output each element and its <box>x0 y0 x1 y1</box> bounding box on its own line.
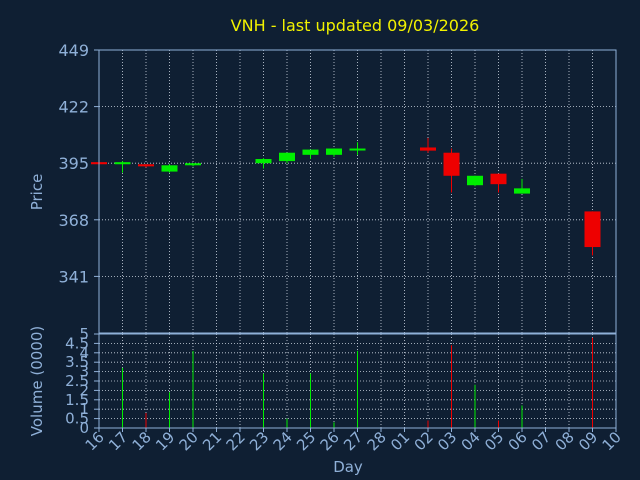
volume-axis-label: Volume (0000) <box>28 326 46 436</box>
volume-tick-label: 2.5 <box>65 372 89 390</box>
x-tick-label: 02 <box>411 428 437 454</box>
price-y-ticks: 449 422 395 368 341 <box>58 41 99 286</box>
volume-tick-label: 2 <box>79 381 89 399</box>
x-axis-labels: 1617181920212223242526272801020304050607… <box>82 428 625 454</box>
volume-tick-label: 5 <box>79 325 89 343</box>
candle-body <box>161 165 178 172</box>
price-tick-label: 449 <box>58 41 89 60</box>
x-tick-label: 08 <box>552 428 578 454</box>
candle-body <box>514 188 530 194</box>
candles <box>91 138 601 256</box>
price-tick-label: 341 <box>58 267 89 286</box>
volume-tick-label: 4.5 <box>65 334 89 352</box>
volume-tick-label: 4 <box>79 344 89 362</box>
candle-body <box>490 173 507 185</box>
x-tick-label: 21 <box>199 428 225 454</box>
x-tick-label: 19 <box>152 428 178 454</box>
x-tick-label: 07 <box>528 428 554 454</box>
candle-body <box>279 152 295 162</box>
candle-body <box>185 163 201 166</box>
chart-title: VNH - last updated 09/03/2026 <box>231 16 480 35</box>
candle-body <box>138 164 154 167</box>
volume-tick-label: 0 <box>79 419 89 437</box>
candle-body <box>584 211 601 248</box>
price-tick-label: 368 <box>58 211 89 230</box>
x-tick-label: 04 <box>458 428 484 454</box>
price-tick-label: 422 <box>58 98 89 117</box>
x-tick-label: 18 <box>129 428 155 454</box>
candle-body <box>326 148 342 155</box>
x-tick-label: 05 <box>481 428 507 454</box>
candle-body <box>255 159 272 164</box>
candle-body <box>443 152 460 176</box>
price-panel-frame <box>98 49 617 334</box>
x-tick-label: 23 <box>246 428 272 454</box>
volume-tick-label: 0.5 <box>65 410 89 428</box>
candle-body <box>349 148 366 151</box>
x-tick-label: 28 <box>364 428 390 454</box>
volume-y-ticks: 00.511.522.533.544.55 <box>65 325 99 437</box>
x-tick-label: 27 <box>340 428 366 454</box>
volume-tick-label: 3 <box>79 363 89 381</box>
candle-body <box>114 162 131 165</box>
x-tick-label: 03 <box>434 428 460 454</box>
volume-tick-label: 1.5 <box>65 391 89 409</box>
volume-bars <box>122 337 593 428</box>
x-tick-label: 22 <box>223 428 249 454</box>
price-grid <box>99 50 616 333</box>
x-tick-label: 06 <box>505 428 531 454</box>
x-axis-label: Day <box>333 458 363 476</box>
candle-body <box>420 147 436 151</box>
candle-body <box>302 149 319 155</box>
x-tick-label: 26 <box>317 428 343 454</box>
x-tick-label: 01 <box>387 428 413 454</box>
price-axis-label: Price <box>28 174 46 211</box>
x-tick-label: 10 <box>599 428 625 454</box>
volume-tick-label: 1 <box>79 400 89 418</box>
x-tick-label: 17 <box>105 428 131 454</box>
candle-body <box>467 175 483 186</box>
x-tick-label: 25 <box>293 428 319 454</box>
x-tick-label: 09 <box>575 428 601 454</box>
x-tick-label: 24 <box>270 428 296 454</box>
x-tick-label: 20 <box>176 428 202 454</box>
price-tick-label: 395 <box>58 154 89 173</box>
volume-tick-label: 3.5 <box>65 353 89 371</box>
